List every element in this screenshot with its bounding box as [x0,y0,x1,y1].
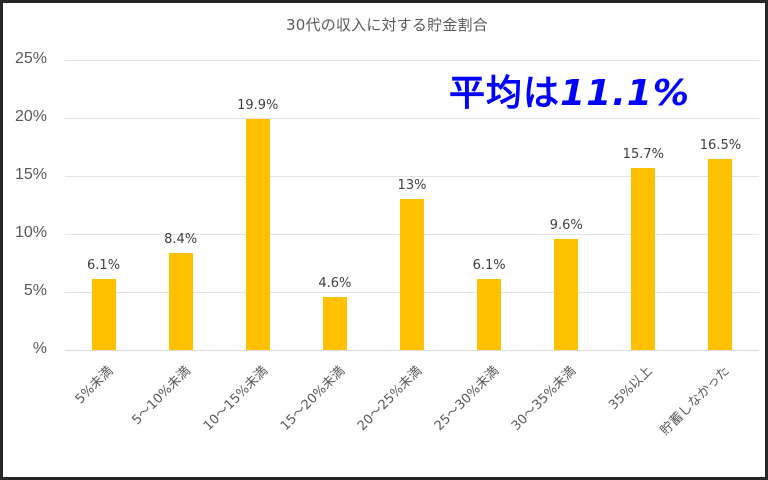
x-tick-label: 5～10%未満 [129,363,194,429]
bar [708,158,733,350]
data-label: 8.4% [164,231,198,247]
x-tick-label: 30～35%未満 [509,363,580,434]
bar [400,199,424,350]
x-tick-label: 貯蓄しなかった [658,363,734,439]
average-prefix: 平均は [449,73,561,114]
bar [554,238,579,350]
bar [91,279,116,350]
bar [168,252,193,350]
gridline [65,60,759,61]
y-tick-label: 15% [14,166,47,183]
x-tick-label: 20～25%未満 [354,363,426,434]
x-tick-label: 5%未満 [72,363,116,408]
bar [477,279,502,350]
data-label: 6.1% [87,258,121,274]
average-annotation: 平均は11.1% [449,64,690,116]
y-tick-label: % [32,340,47,357]
x-tick-label: 10～15%未満 [200,363,271,434]
y-tick-label: 25% [14,50,47,67]
bar [245,119,270,350]
data-label: 15.7% [622,146,664,162]
x-tick-label: 15～20%未満 [277,363,349,434]
gridline [65,176,759,177]
x-tick-label: 35%以上 [606,363,656,414]
data-label: 19.9% [237,98,279,114]
x-axis-baseline [65,350,759,351]
x-tick-label: 25～30%未満 [431,363,503,434]
y-tick-label: 5% [23,282,47,299]
data-label: 6.1% [472,258,506,274]
data-label: 16.5% [699,137,742,153]
chart-title: 30代の収入に対する貯金割合 [286,16,488,34]
data-label: 4.6% [318,275,352,291]
bar [631,167,656,350]
y-tick-label: 20% [14,108,47,125]
average-value: 11.1% [560,73,690,114]
data-label: 13% [397,178,427,194]
data-label: 9.6% [549,217,583,233]
bar [322,296,347,350]
plot-area: 6.1% 8.4% 19.9% 4.6% 13% 6.1% 9.6% 15.7% 16.5% [65,60,759,351]
y-tick-label: 10% [14,224,47,241]
gridline [65,118,759,119]
